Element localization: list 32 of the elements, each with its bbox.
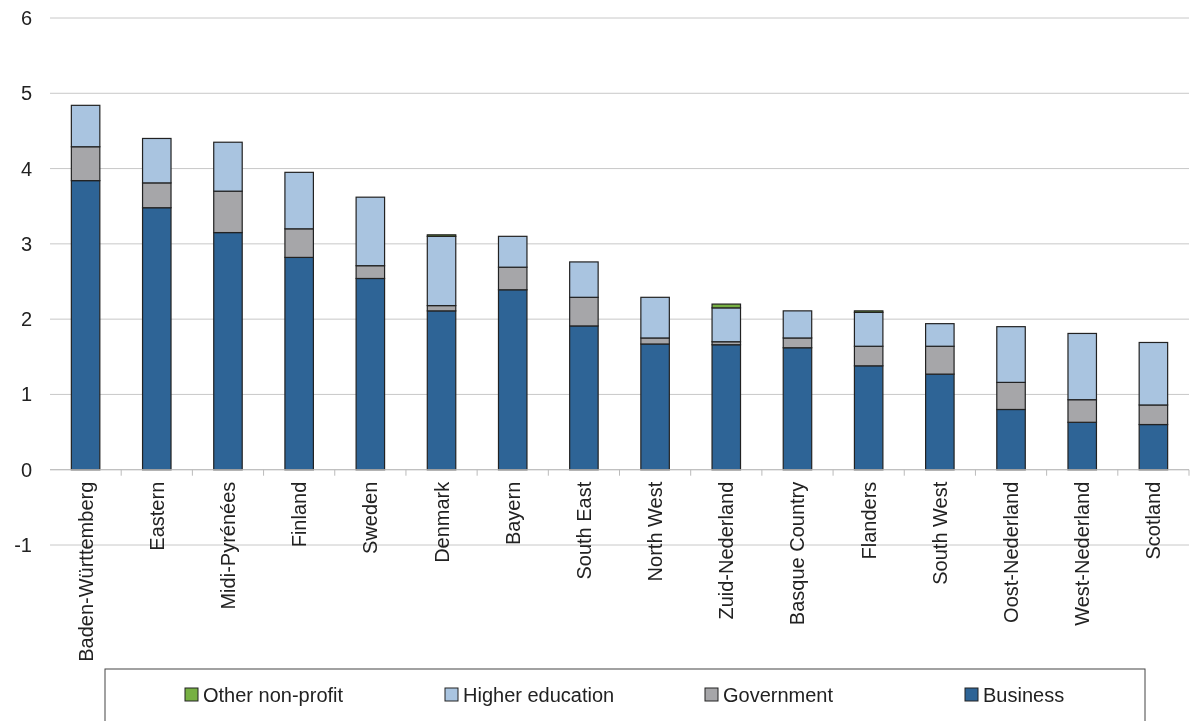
y-tick-label: 2 <box>20 308 32 331</box>
y-tick-label: 6 <box>20 7 32 29</box>
y-tick-label: 3 <box>20 232 32 255</box>
x-tick-label: South West <box>928 481 951 585</box>
x-tick-label: Zuid-Nederland <box>715 481 738 620</box>
x-tick-label: Scotland <box>1142 481 1165 560</box>
x-tick-label: Denmark <box>430 480 453 563</box>
x-tick-label: North West <box>644 481 667 582</box>
x-tick-label: Baden-Württemberg <box>74 481 97 662</box>
bar <box>711 307 742 343</box>
x-tick-label: South East <box>572 481 595 580</box>
y-tick-label: 5 <box>20 82 32 105</box>
x-tick-label: Finland <box>288 481 311 548</box>
y-tick-label: 1 <box>20 383 32 406</box>
bar <box>426 310 457 471</box>
y-tick-label: 4 <box>20 157 32 180</box>
legend-label: Higher education <box>463 684 615 706</box>
y-tick-label: -1 <box>14 534 32 556</box>
x-tick-label: Oost-Nederland <box>1000 481 1023 623</box>
legend-label: Other non-profit <box>203 684 344 706</box>
x-tick-label: Flanders <box>857 481 880 560</box>
legend-label: Business <box>983 684 1065 706</box>
bar <box>711 344 742 471</box>
x-tick-label: Basque Country <box>786 481 809 626</box>
x-tick-label: Bayern <box>501 481 524 546</box>
legend-label: Government <box>723 684 834 706</box>
y-tick-label: 0 <box>20 458 32 481</box>
x-tick-label: Eastern <box>145 481 168 551</box>
x-tick-label: Midi-Pyrénées <box>216 481 239 610</box>
x-tick-label: West-Nederland <box>1071 481 1094 626</box>
x-tick-label: Sweden <box>359 481 382 554</box>
bar <box>640 343 670 471</box>
